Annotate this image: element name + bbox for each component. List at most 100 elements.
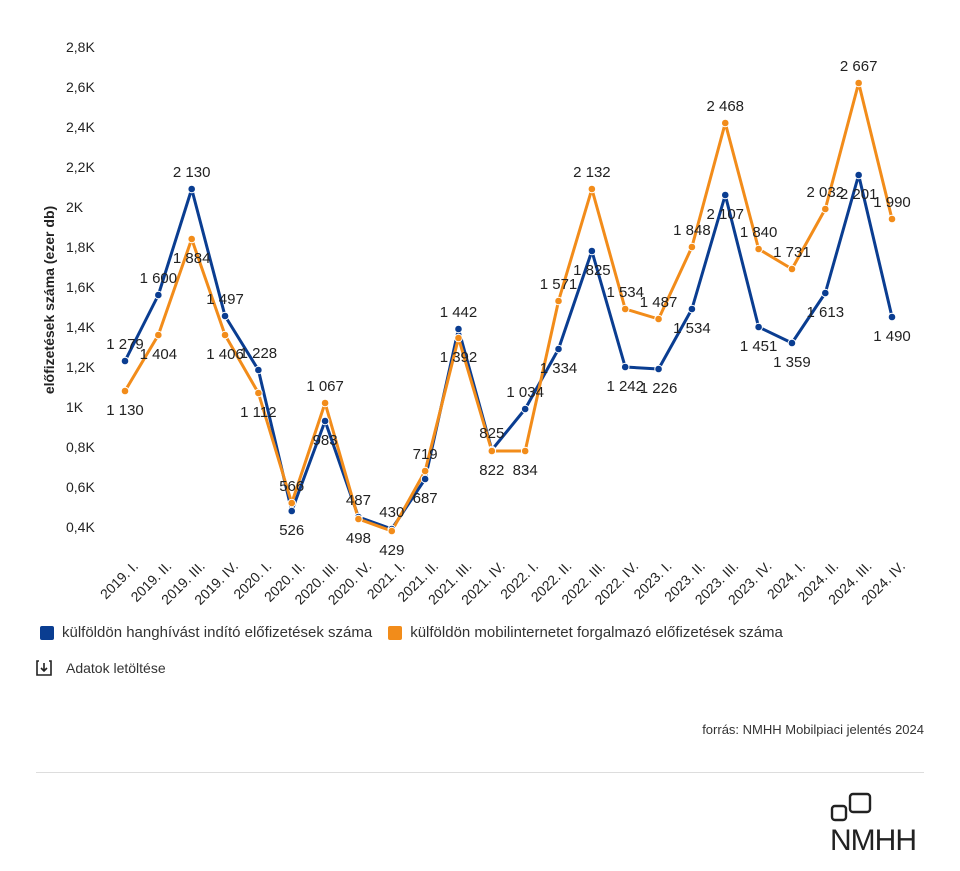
data-point[interactable] — [120, 356, 130, 366]
data-point[interactable] — [254, 388, 263, 398]
data-point[interactable] — [754, 244, 763, 254]
data-point[interactable] — [354, 514, 363, 524]
data-point[interactable] — [420, 474, 430, 484]
data-label: 2 132 — [573, 164, 611, 181]
data-label: 1 490 — [873, 328, 911, 345]
nmhh-logo: NMHH — [830, 792, 917, 856]
data-point[interactable] — [187, 184, 196, 194]
data-label: 1 571 — [540, 276, 578, 293]
data-label: 1 848 — [673, 222, 711, 239]
y-tick-label: 2,4K — [66, 119, 95, 135]
data-point[interactable] — [620, 304, 630, 314]
legend-swatch-calls — [40, 625, 54, 640]
data-point[interactable] — [654, 364, 663, 374]
data-label: 1 451 — [740, 338, 778, 355]
data-point[interactable] — [887, 214, 897, 224]
data-label: 822 — [479, 462, 504, 479]
data-label: 2 667 — [840, 58, 878, 75]
data-point[interactable] — [854, 78, 863, 88]
data-label: 687 — [413, 490, 438, 507]
data-point[interactable] — [587, 184, 597, 194]
y-tick-label: 2,2K — [66, 159, 95, 175]
data-labels: 1 279 1 130 1 600 1 404 2 130 1 884 1 497 1 406… — [106, 58, 911, 559]
data-point[interactable] — [387, 526, 397, 536]
data-point[interactable] — [554, 344, 563, 354]
legend-item-internet[interactable]: külföldön mobilinternetet forgalmazó elő… — [388, 624, 783, 641]
data-point[interactable] — [787, 264, 797, 274]
data-label: 1 825 — [573, 262, 611, 279]
y-tick-label: 1,2K — [66, 359, 95, 375]
data-point[interactable] — [520, 446, 530, 456]
data-label: 1 226 — [640, 380, 678, 397]
data-point[interactable] — [720, 190, 730, 200]
data-label: 2 032 — [807, 184, 845, 201]
data-point[interactable] — [454, 324, 463, 334]
data-point[interactable] — [554, 296, 563, 306]
data-label: 1 487 — [640, 294, 678, 311]
data-label: 1 731 — [773, 244, 811, 261]
data-point[interactable] — [487, 446, 497, 456]
y-tick-label: 1,6K — [66, 279, 95, 295]
data-point[interactable] — [154, 290, 163, 300]
data-point[interactable] — [220, 330, 230, 340]
y-tick-label: 1,8K — [66, 239, 95, 255]
y-tick-label: 0,8K — [66, 439, 95, 455]
data-point[interactable] — [620, 362, 630, 372]
data-point[interactable] — [187, 234, 196, 244]
series-line-1 — [123, 81, 894, 533]
data-label: 2 468 — [706, 98, 744, 115]
data-point[interactable] — [887, 312, 897, 322]
data-label: 1 442 — [440, 304, 478, 321]
data-label: 1 228 — [240, 345, 278, 362]
x-axis-ticks: 2019. I.2019. II.2019. III.2019. IV.2020… — [97, 558, 908, 608]
y-axis-ticks: 0,4K 0,6K 0,8K 1K 1,2K 1,4K 1,6K 1,8K 2K 2,2K 2,4K… — [66, 39, 95, 535]
data-point[interactable] — [821, 204, 830, 214]
data-label: 719 — [413, 446, 438, 463]
data-point[interactable] — [754, 322, 763, 332]
y-tick-label: 0,4K — [66, 519, 95, 535]
data-label: 834 — [513, 462, 538, 479]
data-point[interactable] — [587, 246, 597, 256]
y-axis-label: előfizetések száma (ezer db) — [41, 206, 57, 394]
data-label: 1 884 — [173, 250, 211, 267]
data-point[interactable] — [821, 288, 830, 298]
data-label: 1 534 — [606, 284, 644, 301]
data-label: 1 334 — [540, 360, 578, 377]
data-point[interactable] — [854, 170, 863, 180]
data-label: 430 — [379, 504, 404, 521]
data-point[interactable] — [520, 404, 530, 414]
download-icon — [36, 660, 52, 676]
legend-item-calls[interactable]: külföldön hanghívást indító előfizetések… — [40, 624, 372, 641]
data-label: 498 — [346, 530, 371, 547]
data-point[interactable] — [687, 304, 697, 314]
data-point[interactable] — [654, 314, 663, 324]
data-label: 429 — [379, 542, 404, 559]
y-tick-label: 2,8K — [66, 39, 95, 55]
data-point[interactable] — [320, 398, 330, 408]
data-label: 1 600 — [140, 270, 178, 287]
data-label: 1 034 — [506, 384, 544, 401]
data-point[interactable] — [720, 118, 730, 128]
divider — [36, 772, 924, 773]
data-point[interactable] — [287, 498, 297, 508]
data-point[interactable] — [454, 333, 463, 343]
data-point[interactable] — [420, 466, 430, 476]
logo-text: NMHH — [830, 824, 916, 856]
data-point[interactable] — [254, 365, 263, 375]
data-point[interactable] — [320, 416, 330, 426]
data-label: 1 406 — [206, 346, 244, 363]
data-point[interactable] — [120, 386, 130, 396]
data-point[interactable] — [154, 330, 163, 340]
data-label: 1 990 — [873, 194, 911, 211]
data-point[interactable] — [220, 311, 230, 321]
data-point[interactable] — [287, 506, 297, 516]
data-point[interactable] — [687, 242, 697, 252]
data-point[interactable] — [787, 338, 797, 348]
download-data-button[interactable]: Adatok letöltése — [36, 660, 166, 676]
legend: külföldön hanghívást indító előfizetések… — [40, 624, 783, 641]
series-line-0 — [123, 173, 894, 531]
data-label: 1 067 — [306, 378, 344, 395]
legend-swatch-internet — [388, 625, 403, 640]
data-label: 2 130 — [173, 164, 211, 181]
data-label: 1 840 — [740, 224, 778, 241]
